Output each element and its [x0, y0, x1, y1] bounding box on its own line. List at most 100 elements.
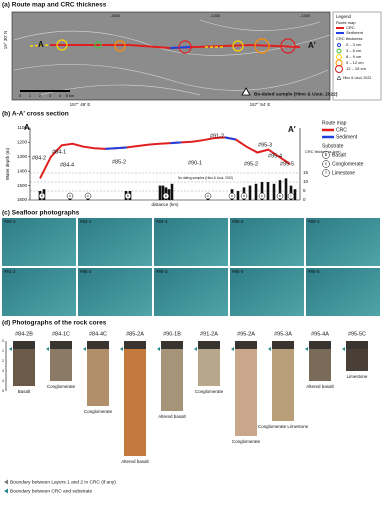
core-id: #84-1C — [52, 331, 70, 337]
substrate-label: l — [291, 193, 292, 198]
y2-tick-label: 0 — [303, 197, 306, 202]
core-caption: Altered basalt — [306, 384, 334, 389]
y-tick-label: 1500 — [17, 183, 28, 188]
core-id: #90-1B — [163, 331, 181, 337]
legend-symbol: c — [325, 161, 328, 166]
sediment-segment — [105, 146, 128, 150]
legend-circle — [322, 160, 330, 168]
sediment-segment — [170, 141, 182, 145]
legend-text: Conglomerate — [332, 161, 364, 167]
route-ext — [29, 44, 225, 48]
substrate-circle — [124, 192, 132, 200]
core-photo — [124, 341, 146, 456]
boundary-marker — [194, 347, 197, 351]
boundary-marker — [157, 347, 160, 351]
scale-label: 4 — [59, 93, 62, 98]
substrate-label: c — [207, 193, 209, 198]
y2-axis-label: CRC thickness (cm) — [305, 149, 341, 154]
seafloor-photo — [2, 268, 76, 316]
substrate-circle — [84, 192, 92, 200]
seafloor-photo — [230, 268, 304, 316]
core-photo — [13, 341, 35, 386]
legend-text: Boundary between Layers 1 and 2 in CRC (… — [10, 479, 116, 485]
legend-text: Boundary between CRC and substrate — [10, 488, 92, 494]
legend-text: 3 – 6 cm — [346, 48, 362, 53]
legend-text: Basalt — [332, 152, 347, 158]
seafloor-photo — [78, 218, 152, 266]
substrate-circle — [228, 192, 236, 200]
thickness-bar — [278, 180, 282, 200]
substrate-label: b — [41, 193, 44, 198]
station-label: #84-4 — [60, 162, 74, 168]
substrate-label: b — [127, 193, 130, 198]
core-caption: Conglomerate — [232, 439, 261, 444]
lat-label: 19° 30′ N — [3, 31, 8, 49]
station-label: #95-2 — [244, 161, 258, 167]
y-axis-label: Water depth (m) — [5, 147, 10, 180]
substrate-circle — [38, 192, 46, 200]
legend-text: 6 – 9 cm — [346, 54, 362, 59]
substrate-label: c — [87, 193, 89, 198]
lon-label: 157° 48′ E — [70, 102, 91, 107]
boundary-marker — [120, 347, 123, 351]
legend-text: 0 – 3 cm — [346, 42, 362, 47]
thickness-bar — [272, 183, 276, 200]
core-photo — [161, 341, 183, 411]
thickness-bar — [254, 183, 258, 200]
crc-layer — [161, 341, 183, 349]
core-id: #91-2A — [200, 331, 218, 337]
legend-text: Limestone — [332, 170, 355, 176]
seafloor-photo — [154, 218, 228, 266]
scale-label: 5 km — [66, 93, 75, 98]
station-label: #95-4 — [268, 153, 282, 159]
photo-label: #95-4 — [232, 269, 244, 274]
photo-label: #85-2 — [232, 219, 244, 224]
legend-symbol: l — [326, 170, 327, 175]
contour-label: -1300 — [300, 13, 311, 18]
core-id: #95-3A — [274, 331, 292, 337]
y2-tick-label: 5 — [303, 188, 306, 193]
substrate-circle — [240, 192, 248, 200]
legend-marker — [4, 479, 8, 485]
crc-layer — [272, 341, 294, 349]
crc-layer — [309, 341, 331, 349]
photo-label: #95-2 — [80, 269, 92, 274]
thickness-bar — [170, 183, 174, 200]
thickness-bar — [161, 185, 165, 200]
y-tick-label: 1600 — [17, 197, 28, 202]
core-id: #95-2A — [237, 331, 255, 337]
boundary-marker — [342, 347, 345, 351]
crc-layer — [124, 341, 146, 349]
seafloor-photo — [154, 268, 228, 316]
crc-layer — [198, 341, 220, 349]
legend-circle — [322, 151, 330, 159]
panel-title: (b) A-A′ cross section — [2, 111, 69, 118]
station-label: #84-1 — [52, 149, 66, 155]
legend-text: Substrate — [322, 143, 344, 149]
point-label: A′ — [288, 125, 296, 134]
scale-label: 3 — [2, 369, 4, 373]
contour-label: -1300 — [210, 13, 221, 18]
legend-symbol: b — [325, 152, 328, 157]
panel-title: (c) Seafloor photographs — [2, 210, 80, 217]
thickness-bar — [284, 178, 288, 200]
crc-layer — [346, 341, 368, 349]
substrate-circle — [66, 192, 74, 200]
core-photo — [272, 341, 294, 421]
core-id: #84-4C — [89, 331, 107, 337]
y-tick-label: 1200 — [17, 140, 28, 145]
core-caption: Limestone — [347, 374, 368, 379]
sediment-segment — [224, 136, 236, 141]
y-tick-label: 1400 — [17, 168, 28, 173]
substrate-circle — [162, 192, 170, 200]
depth-profile — [39, 136, 291, 179]
crc-layer — [87, 341, 109, 349]
panel-title: (a) Route map and CRC thickness — [2, 2, 107, 9]
substrate-circle — [204, 192, 212, 200]
substrate-label: c — [231, 193, 233, 198]
photo-label: #84-4 — [156, 219, 168, 224]
core-caption: Basalt — [18, 389, 31, 394]
boundary-marker — [83, 347, 86, 351]
station-label: #95-5 — [280, 161, 294, 167]
core-caption: Altered basalt — [158, 414, 186, 419]
